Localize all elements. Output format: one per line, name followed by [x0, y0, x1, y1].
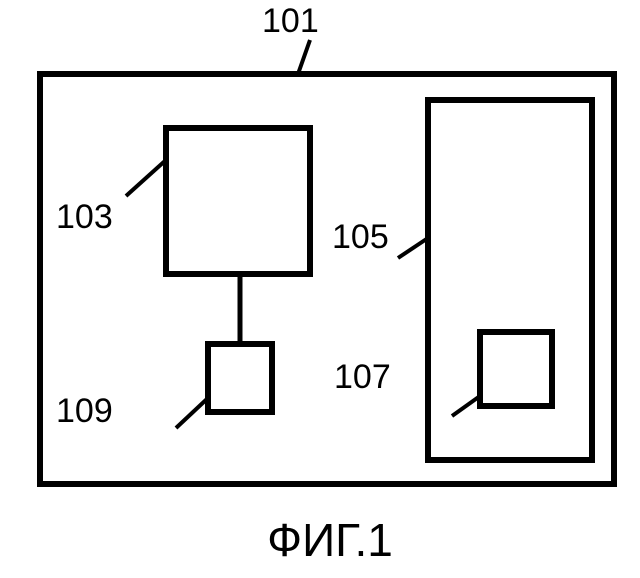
callout-101: [298, 40, 310, 74]
label-101: 101: [262, 2, 319, 40]
callout-109: [176, 398, 208, 428]
label-109: 109: [56, 392, 113, 430]
block-107: [480, 332, 552, 406]
callout-103: [126, 160, 166, 196]
block-103: [166, 128, 310, 274]
label-107: 107: [334, 358, 391, 396]
label-103: 103: [56, 198, 113, 236]
figure-caption: ФИГ.1: [267, 514, 393, 566]
block-109: [208, 344, 272, 412]
label-105: 105: [332, 218, 389, 256]
figure-canvas: 101 103 109 105 107 ФИГ.1: [0, 0, 640, 578]
outer-box: [40, 74, 614, 484]
callout-107: [452, 396, 480, 416]
callout-105: [398, 238, 428, 258]
